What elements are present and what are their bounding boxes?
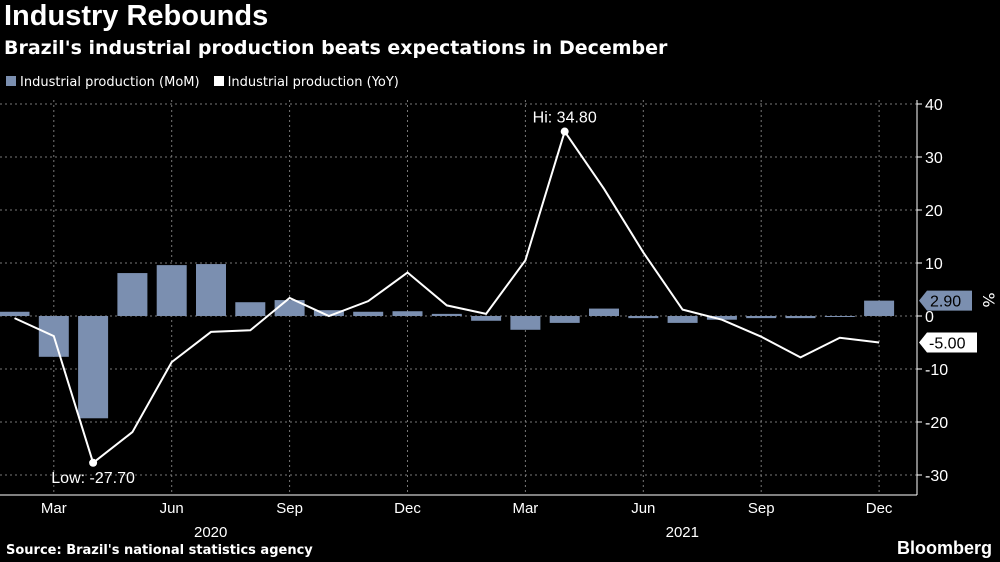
legend-item-mom: Industrial production (MoM) bbox=[6, 75, 200, 90]
chart-subtitle: Brazil's industrial production beats exp… bbox=[4, 37, 668, 59]
bar-mom bbox=[549, 316, 580, 323]
last-yoy-value: -5.00 bbox=[929, 336, 966, 353]
y-tick-label: 20 bbox=[925, 203, 943, 220]
legend-swatch-yoy bbox=[213, 76, 224, 86]
line-yoy bbox=[14, 129, 880, 465]
chart-title: Industry Rebounds bbox=[4, 0, 269, 32]
low-marker bbox=[89, 458, 98, 467]
legend-swatch-mom bbox=[6, 76, 16, 86]
bar-mom bbox=[706, 316, 737, 320]
bar-mom bbox=[864, 300, 895, 316]
bloomberg-logo: Bloomberg bbox=[896, 538, 992, 558]
bar-mom bbox=[353, 311, 384, 316]
bar-mom bbox=[746, 316, 777, 319]
bar-mom bbox=[628, 316, 659, 319]
bar-mom bbox=[431, 313, 462, 316]
y-tick-label: 10 bbox=[925, 256, 943, 273]
y-tick-label: -20 bbox=[925, 415, 948, 432]
y-tick-label: 30 bbox=[925, 150, 943, 167]
high-label: Hi: 34.80 bbox=[533, 110, 597, 127]
legend-label-yoy: Industrial production (YoY) bbox=[227, 75, 399, 90]
bar-mom bbox=[824, 316, 855, 317]
low-label: Low: -27.70 bbox=[51, 470, 135, 487]
last-mom-value: 2.90 bbox=[930, 294, 961, 311]
high-marker bbox=[560, 127, 569, 136]
y-axis-label: % bbox=[979, 292, 998, 307]
y-tick-label: 0 bbox=[925, 309, 934, 326]
x-tick-label: Sep bbox=[748, 500, 775, 517]
legend-label-mom: Industrial production (MoM) bbox=[20, 75, 200, 90]
bar-mom bbox=[471, 316, 502, 321]
x-tick-label: Jun bbox=[631, 500, 655, 517]
x-tick-label: Dec bbox=[394, 500, 421, 517]
y-tick-label: -10 bbox=[925, 362, 948, 379]
bar-mom bbox=[117, 273, 148, 316]
bar-mom bbox=[589, 308, 619, 316]
y-tick-label: -30 bbox=[925, 468, 948, 485]
bar-mom bbox=[313, 310, 344, 316]
last-mom-tag bbox=[919, 290, 972, 311]
bar-mom bbox=[785, 316, 816, 319]
bar-mom bbox=[510, 316, 541, 330]
year-label: 2021 bbox=[666, 524, 699, 541]
x-tick-label: Dec bbox=[866, 500, 893, 517]
bar-mom bbox=[235, 302, 266, 316]
bar-mom bbox=[667, 316, 698, 323]
legend-item-yoy: Industrial production (YoY) bbox=[213, 75, 399, 90]
bar-mom bbox=[0, 311, 30, 316]
bar-mom bbox=[156, 265, 187, 316]
x-tick-label: Mar bbox=[41, 500, 67, 517]
bar-mom bbox=[78, 316, 109, 419]
x-tick-label: Sep bbox=[276, 500, 303, 517]
x-tick-label: Mar bbox=[512, 500, 538, 517]
source-note: Source: Brazil's national statistics age… bbox=[6, 543, 313, 558]
legend: Industrial production (MoM) Industrial p… bbox=[6, 75, 399, 90]
year-label: 2020 bbox=[194, 524, 227, 541]
x-tick-label: Jun bbox=[160, 500, 184, 517]
last-yoy-tag bbox=[919, 332, 977, 353]
bar-mom bbox=[392, 311, 423, 316]
bar-mom bbox=[196, 264, 226, 316]
y-tick-label: 40 bbox=[925, 97, 943, 114]
